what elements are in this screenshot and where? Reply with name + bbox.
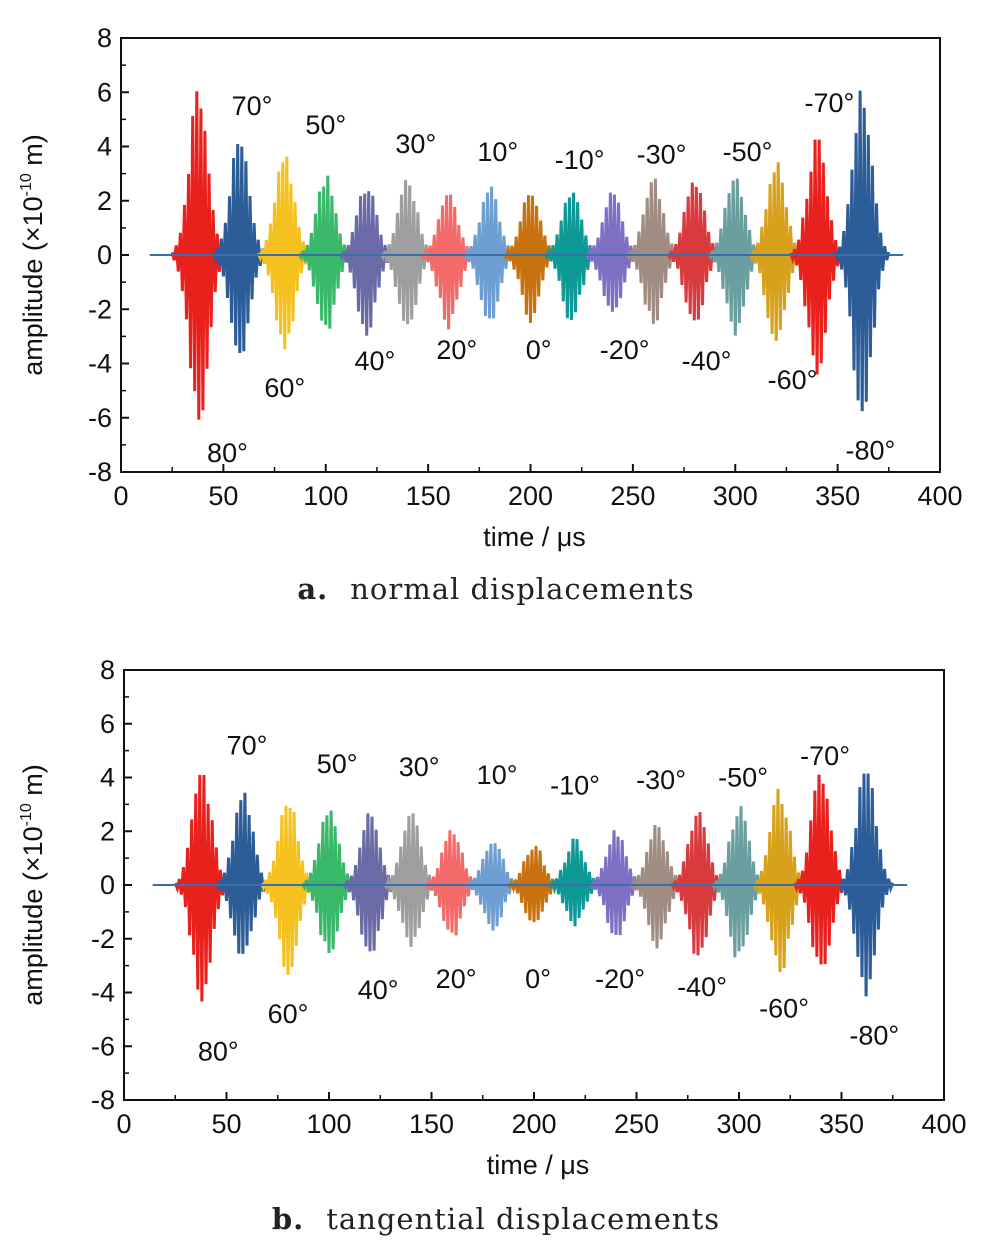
y-tick-label: -4 bbox=[88, 349, 112, 379]
wave-series-70° bbox=[214, 792, 271, 954]
angle-label--10°: -10° bbox=[555, 145, 605, 175]
angle-label--80°: -80° bbox=[849, 1021, 899, 1051]
angle-label--50°: -50° bbox=[718, 763, 768, 793]
wave-series-40° bbox=[338, 191, 395, 336]
angle-label-0°: 0° bbox=[525, 964, 551, 994]
wave-series-60° bbox=[260, 805, 316, 975]
angle-label-50°: 50° bbox=[317, 749, 358, 779]
caption-letter: b. bbox=[271, 1202, 305, 1236]
x-tick-label: 350 bbox=[819, 1109, 864, 1139]
angle-label-40°: 40° bbox=[358, 975, 399, 1005]
axis-ticks: 0 50 100 150 200 250 300 350 400 -8 -6 -4 -2 0 2 4 6 8 bbox=[88, 23, 963, 511]
y-tick-label: -2 bbox=[91, 924, 115, 954]
caption-b: b. tangential displacements bbox=[0, 1202, 992, 1236]
angle-label-60°: 60° bbox=[268, 999, 309, 1029]
axis-ticks: 0 50 100 150 200 250 300 350 400 -8 -6 -4 -2 0 2 4 6 8 bbox=[91, 655, 967, 1139]
angle-label-70°: 70° bbox=[227, 730, 268, 760]
x-tick-label: 300 bbox=[716, 1109, 761, 1139]
caption-text: normal displacements bbox=[350, 572, 695, 606]
y-tick-label: -6 bbox=[91, 1031, 115, 1061]
y-tick-label: -2 bbox=[88, 294, 112, 324]
angle-label-30°: 30° bbox=[395, 129, 436, 159]
wave-series-70° bbox=[211, 143, 268, 354]
y-axis-label: amplitude (×10-10 m) bbox=[18, 134, 48, 375]
y-tick-label: -8 bbox=[91, 1085, 115, 1115]
panel-normal-displacements: 0 50 100 150 200 250 300 350 400 -8 -6 -4 -2 0 2 4 6 8 80°… bbox=[0, 23, 992, 606]
x-tick-label: 100 bbox=[303, 481, 348, 511]
x-tick-label: 200 bbox=[508, 481, 553, 511]
angle-label--40°: -40° bbox=[682, 346, 732, 376]
x-tick-label: 0 bbox=[116, 1109, 131, 1139]
angle-label-10°: 10° bbox=[477, 760, 518, 790]
chart-tangential-displacements: 0 50 100 150 200 250 300 350 400 -8 -6 -4 -2 0 2 4 6 8 80°… bbox=[18, 655, 967, 1180]
y-tick-label: 0 bbox=[100, 870, 115, 900]
x-tick-label: 350 bbox=[815, 481, 860, 511]
x-tick-label: 150 bbox=[409, 1109, 454, 1139]
y-tick-label: 8 bbox=[97, 23, 112, 53]
angle-label--20°: -20° bbox=[600, 335, 650, 365]
angle-label-0°: 0° bbox=[526, 335, 552, 365]
angle-label-20°: 20° bbox=[436, 335, 477, 365]
angle-label-80°: 80° bbox=[198, 1037, 239, 1067]
y-tick-label: -4 bbox=[91, 978, 115, 1008]
angle-label-40°: 40° bbox=[354, 346, 395, 376]
wave-series-20° bbox=[420, 194, 477, 330]
y-tick-label: -8 bbox=[88, 457, 112, 487]
wave-series-group bbox=[170, 90, 891, 420]
angle-label--60°: -60° bbox=[768, 365, 818, 395]
x-tick-label: 300 bbox=[713, 481, 758, 511]
angle-label--20°: -20° bbox=[595, 964, 645, 994]
caption-a: a. normal displacements bbox=[0, 572, 992, 606]
y-tick-label: 8 bbox=[100, 655, 115, 685]
y-axis-label: amplitude (×10-10 m) bbox=[18, 764, 48, 1005]
angle-label--70°: -70° bbox=[805, 88, 855, 118]
x-tick-label: 400 bbox=[921, 1109, 966, 1139]
x-tick-label: 200 bbox=[511, 1109, 556, 1139]
angle-label-80°: 80° bbox=[207, 438, 248, 468]
x-tick-label: 0 bbox=[113, 481, 128, 511]
x-axis-label: time / μs bbox=[487, 1150, 590, 1180]
x-tick-label: 50 bbox=[211, 1109, 241, 1139]
angle-labels: 80° 70° 60° 50° 40° 30° 20° 10° 0° -10° -20° -30° -4… bbox=[207, 88, 895, 468]
angle-label-50°: 50° bbox=[305, 110, 346, 140]
angle-label--70°: -70° bbox=[800, 741, 850, 771]
y-tick-label: 4 bbox=[100, 763, 115, 793]
x-tick-label: 150 bbox=[406, 481, 451, 511]
caption-text: tangential displacements bbox=[326, 1202, 721, 1236]
x-tick-label: 100 bbox=[306, 1109, 351, 1139]
angle-label-30°: 30° bbox=[399, 752, 440, 782]
y-tick-label: 6 bbox=[100, 709, 115, 739]
angle-label-10°: 10° bbox=[477, 137, 518, 167]
y-tick-label: 4 bbox=[97, 132, 112, 162]
x-tick-label: 400 bbox=[917, 481, 962, 511]
angle-labels: 80° 70° 60° 50° 40° 30° 20° 10° 0° -10° -20° -30° -4… bbox=[198, 730, 899, 1066]
x-tick-label: 250 bbox=[614, 1109, 659, 1139]
wave-series--70° bbox=[793, 774, 849, 965]
angle-label--60°: -60° bbox=[759, 994, 809, 1024]
angle-label--30°: -30° bbox=[636, 765, 686, 795]
angle-label--40°: -40° bbox=[677, 972, 727, 1002]
y-tick-label: 2 bbox=[97, 186, 112, 216]
x-axis-label: time / μs bbox=[483, 522, 586, 552]
caption-letter: a. bbox=[297, 572, 329, 606]
angle-label-20°: 20° bbox=[436, 964, 477, 994]
angle-label-60°: 60° bbox=[264, 373, 305, 403]
chart-normal-displacements: 0 50 100 150 200 250 300 350 400 -8 -6 -4 -2 0 2 4 6 8 80°… bbox=[18, 23, 963, 552]
panel-tangential-displacements: 0 50 100 150 200 250 300 350 400 -8 -6 -4 -2 0 2 4 6 8 80°… bbox=[0, 630, 992, 1260]
x-tick-label: 250 bbox=[610, 481, 655, 511]
y-tick-label: -6 bbox=[88, 403, 112, 433]
angle-label--80°: -80° bbox=[845, 435, 895, 465]
wave-series--80° bbox=[834, 90, 891, 412]
y-tick-label: 6 bbox=[97, 77, 112, 107]
y-tick-label: 2 bbox=[100, 816, 115, 846]
angle-label--50°: -50° bbox=[723, 137, 773, 167]
x-tick-label: 50 bbox=[208, 481, 238, 511]
angle-label-70°: 70° bbox=[232, 91, 273, 121]
angle-label--10°: -10° bbox=[550, 771, 600, 801]
angle-label--30°: -30° bbox=[637, 140, 687, 170]
y-tick-label: 0 bbox=[97, 240, 112, 270]
